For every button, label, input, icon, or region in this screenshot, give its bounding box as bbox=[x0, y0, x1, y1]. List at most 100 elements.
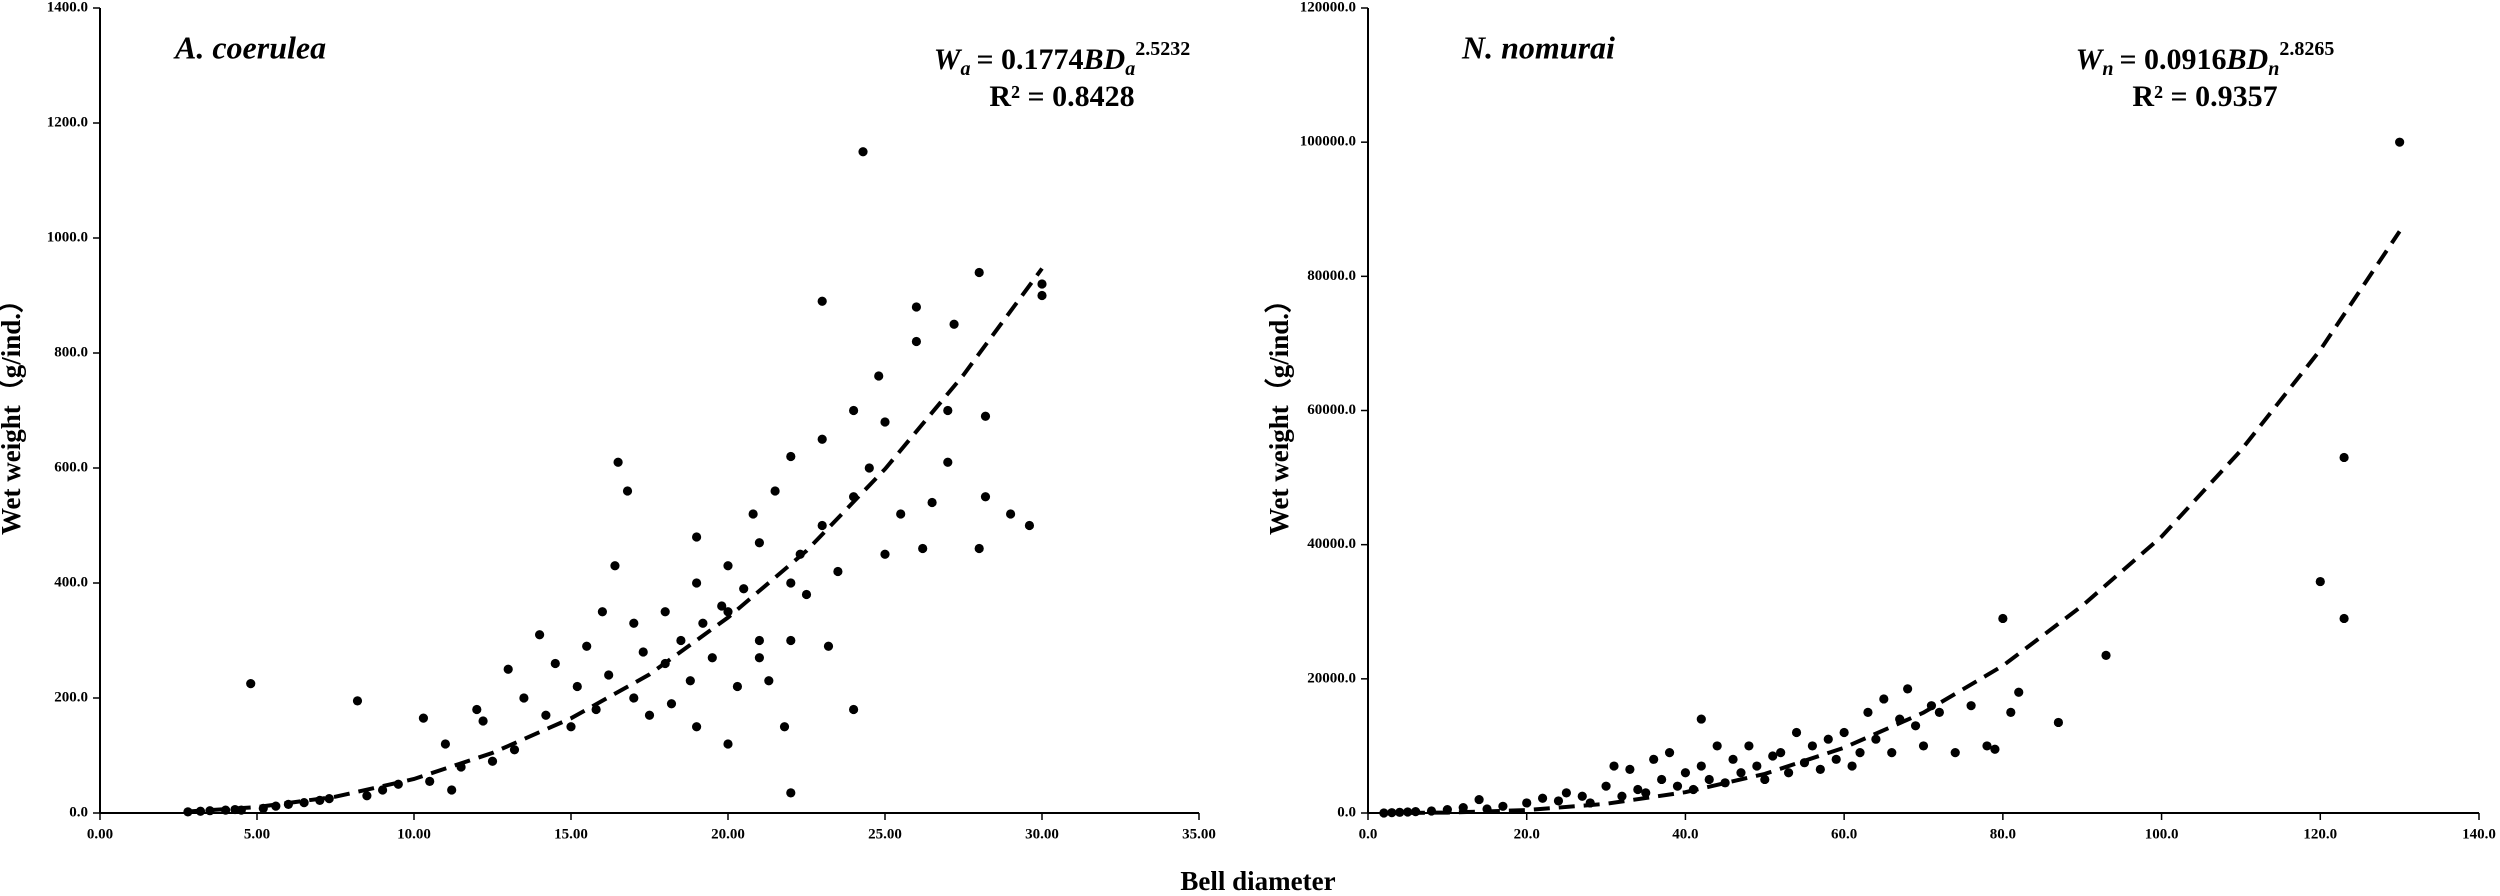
point bbox=[770, 486, 780, 496]
x-tick-label: 10.00 bbox=[397, 826, 431, 842]
x-tick-label: 120.0 bbox=[2303, 826, 2337, 842]
point bbox=[1990, 744, 2000, 754]
point bbox=[1823, 734, 1833, 744]
point bbox=[246, 679, 256, 689]
point bbox=[519, 693, 529, 703]
eq-bd-sub: a bbox=[1125, 58, 1135, 80]
point bbox=[418, 713, 429, 723]
y-tick-label: 600.0 bbox=[54, 459, 88, 475]
point bbox=[739, 584, 749, 594]
x-axis-title: Bell diameter bbox=[1180, 866, 1335, 896]
point bbox=[566, 722, 576, 732]
x-tick-label: 140.0 bbox=[2462, 826, 2496, 842]
point bbox=[1903, 684, 1913, 694]
point bbox=[786, 788, 796, 798]
point bbox=[440, 739, 450, 749]
point bbox=[2053, 717, 2064, 728]
point bbox=[692, 578, 702, 588]
point bbox=[676, 635, 686, 646]
eq-lhs-sub: n bbox=[2102, 58, 2113, 80]
point bbox=[911, 302, 922, 312]
eq-exp: 2.5232 bbox=[1135, 38, 1190, 60]
point bbox=[638, 647, 648, 657]
point bbox=[1577, 791, 1587, 801]
point bbox=[849, 704, 859, 715]
y-tick-label: 400.0 bbox=[54, 574, 88, 590]
point bbox=[572, 681, 582, 692]
point bbox=[918, 543, 928, 554]
x-tick-label: 35.00 bbox=[1182, 826, 1216, 842]
point bbox=[943, 457, 953, 467]
point bbox=[378, 785, 388, 795]
point bbox=[1680, 768, 1691, 778]
point bbox=[582, 641, 592, 651]
point bbox=[2339, 452, 2349, 463]
x-tick-label: 40.0 bbox=[1672, 826, 1698, 842]
x-tick-label: 0.00 bbox=[87, 826, 113, 842]
eq-bd-sub: n bbox=[2268, 58, 2279, 80]
point bbox=[1537, 793, 1548, 803]
point bbox=[1950, 748, 1960, 758]
point bbox=[817, 434, 827, 444]
y-tick-label: 0.0 bbox=[69, 804, 88, 820]
point bbox=[597, 607, 608, 617]
fit-curve bbox=[1383, 230, 2402, 815]
point bbox=[550, 658, 560, 669]
point bbox=[1522, 798, 1532, 808]
point bbox=[692, 722, 702, 732]
point bbox=[613, 457, 623, 467]
point bbox=[1426, 806, 1437, 816]
point bbox=[503, 664, 513, 674]
point bbox=[2315, 576, 2325, 587]
point bbox=[974, 267, 984, 278]
point bbox=[1617, 791, 1627, 801]
point bbox=[1776, 748, 1786, 758]
point bbox=[723, 739, 733, 749]
point bbox=[754, 653, 765, 663]
point bbox=[786, 578, 796, 588]
point bbox=[1625, 764, 1635, 774]
eq-lhs-sub: a bbox=[960, 58, 970, 80]
point bbox=[1791, 727, 1802, 738]
eq-coef: = 0.1774 bbox=[976, 43, 1083, 76]
point bbox=[786, 635, 796, 646]
point bbox=[2339, 613, 2349, 624]
point bbox=[604, 670, 614, 680]
eq-lhs: W bbox=[934, 43, 963, 76]
y-tick-label: 1400.0 bbox=[47, 0, 88, 15]
point bbox=[666, 699, 677, 709]
point bbox=[629, 618, 639, 628]
point bbox=[1871, 734, 1881, 744]
x-tick-label: 5.00 bbox=[244, 826, 270, 842]
point bbox=[1553, 796, 1564, 806]
point bbox=[1672, 781, 1683, 791]
point bbox=[1918, 741, 1929, 751]
point bbox=[610, 561, 620, 571]
point bbox=[660, 607, 670, 617]
point bbox=[1998, 613, 2008, 624]
eq-exp: 2.8265 bbox=[2279, 38, 2334, 60]
point bbox=[801, 589, 812, 600]
y-tick-label: 120000.0 bbox=[1300, 0, 1356, 15]
y-axis-title: Wet weight（g/ind.） bbox=[1264, 286, 1294, 535]
y-tick-label: 800.0 bbox=[54, 344, 88, 360]
point bbox=[1696, 761, 1706, 771]
x-tick-label: 60.0 bbox=[1831, 826, 1857, 842]
point bbox=[2006, 707, 2016, 717]
x-tick-label: 0.0 bbox=[1359, 826, 1378, 842]
point bbox=[754, 635, 765, 646]
point bbox=[754, 538, 765, 548]
point bbox=[352, 696, 363, 706]
point bbox=[1744, 741, 1754, 751]
point bbox=[1807, 741, 1817, 751]
x-tick-label: 100.0 bbox=[2145, 826, 2179, 842]
point bbox=[723, 561, 733, 571]
point bbox=[698, 618, 708, 628]
eq-lhs: W bbox=[2076, 43, 2105, 76]
point bbox=[849, 405, 859, 416]
point bbox=[1752, 761, 1762, 771]
point bbox=[1601, 781, 1611, 791]
x-tick-label: 30.00 bbox=[1025, 826, 1059, 842]
panel: 0.0 20.0 40.0 60.0 80.0 100.0 120.0 140.0 0.0 200… bbox=[1264, 0, 2496, 842]
point bbox=[1847, 761, 1857, 771]
